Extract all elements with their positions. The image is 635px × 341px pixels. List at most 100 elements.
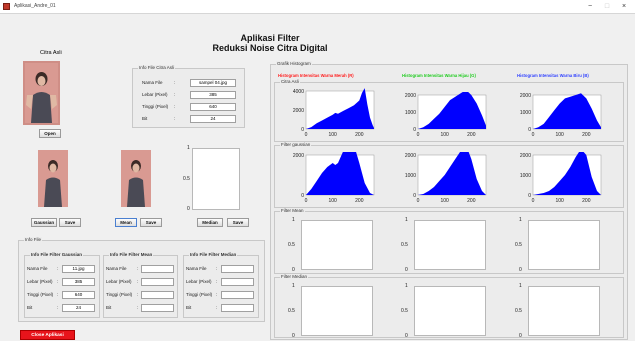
close-aplikasi-button[interactable]: Close Aplikasi — [20, 330, 75, 340]
median-lebar-label: Lebar (Pixel) — [186, 279, 212, 284]
y-tick-label: 2000 — [293, 153, 304, 159]
empty-axes-tick: 1 — [405, 217, 408, 223]
gauss-tinggi-sep: : — [57, 292, 59, 297]
citra-bit-field[interactable]: 24 — [190, 115, 236, 123]
gauss-tinggi-field[interactable]: 640 — [62, 291, 95, 299]
save-mean-button[interactable]: Save — [140, 218, 162, 227]
median-axes-tick-05: 0.5 — [183, 176, 190, 182]
gaussian-image — [38, 150, 68, 207]
histogram-area — [533, 93, 601, 129]
mean-bit-field[interactable] — [141, 304, 174, 312]
citra-lebar-sep: : — [174, 92, 176, 97]
x-tick-label: 0 — [305, 198, 308, 204]
empty-axes-tick: 0.5 — [401, 242, 408, 248]
empty-axes-mean-b — [528, 220, 600, 270]
y-tick-label: 2000 — [405, 153, 416, 159]
gauss-lebar-label: Lebar (Pixel) — [27, 279, 53, 284]
mean-lebar-sep: : — [137, 279, 139, 284]
x-tick-label: 200 — [355, 132, 364, 138]
gauss-bit-sep: : — [57, 305, 59, 310]
info-file-title: Info File — [24, 237, 43, 242]
x-tick-label: 100 — [440, 132, 449, 138]
mean-button[interactable]: Mean — [115, 218, 137, 227]
median-tinggi-label: Tinggi (Pixel) — [186, 292, 213, 297]
info-citra-asli-title: Info File Citra Asli — [138, 65, 176, 70]
empty-axes-tick: 1 — [519, 283, 522, 289]
y-tick-label: 0 — [413, 193, 416, 199]
grafik-histogram-title: Grafik Histogram — [276, 61, 312, 66]
header-blue: Histogram Intensitas Warna Biru (B) — [517, 73, 589, 78]
hist-citra-asli-r: 0 2000 4000 0 100 200 — [293, 88, 375, 138]
empty-axes-tick: 1 — [292, 283, 295, 289]
hist-citra-asli-g: 0 1000 2000 0 100 200 — [405, 92, 487, 138]
median-button[interactable]: Median — [197, 218, 223, 227]
gaussian-button[interactable]: Gaussian — [31, 218, 57, 227]
median-bit-field[interactable] — [221, 304, 254, 312]
empty-axes-mean-g — [414, 220, 486, 270]
mean-bit-label: Bit — [106, 305, 112, 310]
citra-nama-label: Nama File — [142, 80, 163, 85]
citra-lebar-field[interactable]: 385 — [190, 91, 236, 99]
histogram-area — [418, 152, 486, 195]
gauss-lebar-field[interactable]: 385 — [62, 278, 95, 286]
citra-lebar-label: Lebar (Pixel) — [142, 92, 168, 97]
y-tick-label: 2000 — [293, 108, 304, 114]
empty-axes-tick: 0.5 — [288, 242, 295, 248]
y-tick-label: 0 — [301, 193, 304, 199]
app-subheading: Reduksi Noise Citra Digital — [212, 43, 328, 53]
gauss-bit-label: Bit — [27, 305, 33, 310]
x-tick-label: 200 — [355, 198, 364, 204]
y-tick-label: 2000 — [405, 93, 416, 99]
open-button[interactable]: Open — [39, 129, 61, 138]
median-lebar-field[interactable] — [221, 278, 254, 286]
empty-axes-tick: 0.5 — [515, 242, 522, 248]
group-filter-median-title: Filter Median — [280, 274, 309, 279]
mean-lebar-field[interactable] — [141, 278, 174, 286]
histogram-area — [533, 152, 601, 195]
empty-axes-tick: 0.5 — [515, 308, 522, 314]
median-tinggi-field[interactable] — [221, 291, 254, 299]
minimize-button[interactable]: − — [587, 3, 593, 10]
citra-tinggi-label: Tinggi (Pixel) — [142, 104, 169, 109]
y-tick-label: 1000 — [520, 173, 531, 179]
close-window-button[interactable]: × — [621, 3, 627, 10]
x-tick-label: 100 — [440, 198, 449, 204]
y-tick-label: 1000 — [405, 110, 416, 116]
x-tick-label: 200 — [467, 132, 476, 138]
citra-tinggi-field[interactable]: 640 — [190, 103, 236, 111]
empty-axes-median-b — [528, 286, 600, 336]
info-mean-title: Info File Filter Mean — [109, 252, 154, 257]
x-tick-label: 0 — [417, 198, 420, 204]
window-title: Aplikasi_Andre_01 — [14, 3, 56, 9]
y-tick-label: 2000 — [520, 93, 531, 99]
gauss-lebar-sep: : — [57, 279, 59, 284]
median-lebar-sep: : — [216, 279, 218, 284]
y-tick-label: 1000 — [520, 110, 531, 116]
x-tick-label: 0 — [417, 132, 420, 138]
citra-nama-sep: : — [174, 80, 176, 85]
citra-bit-label: Bit — [142, 116, 148, 121]
group-filter-gaussian-title: Filter gaussian — [280, 142, 312, 147]
empty-axes-tick: 0 — [519, 267, 522, 273]
median-nama-field[interactable] — [221, 265, 254, 273]
median-bit-sep: : — [216, 305, 218, 310]
y-tick-label: 1000 — [405, 173, 416, 179]
x-tick-label: 100 — [328, 132, 337, 138]
app-heading: Aplikasi Filter — [240, 33, 300, 43]
median-tinggi-sep: : — [216, 292, 218, 297]
save-gaussian-button[interactable]: Save — [59, 218, 81, 227]
y-tick-label: 4000 — [293, 89, 304, 95]
mean-tinggi-field[interactable] — [141, 291, 174, 299]
citra-nama-field[interactable]: sampel 04.jpg — [190, 79, 236, 87]
mean-nama-field[interactable] — [141, 265, 174, 273]
save-median-button[interactable]: Save — [227, 218, 249, 227]
x-tick-label: 0 — [305, 132, 308, 138]
x-tick-label: 0 — [532, 132, 535, 138]
median-bit-label: Bit — [186, 305, 192, 310]
maximize-button[interactable]: □ — [604, 3, 610, 10]
empty-axes-tick: 0 — [292, 333, 295, 339]
header-red: Histogram Intensitas Warna Merah (R) — [278, 73, 354, 78]
gauss-bit-field[interactable]: 24 — [62, 304, 95, 312]
gauss-nama-sep: : — [57, 266, 59, 271]
gauss-nama-field[interactable]: 11.jpg — [62, 265, 95, 273]
